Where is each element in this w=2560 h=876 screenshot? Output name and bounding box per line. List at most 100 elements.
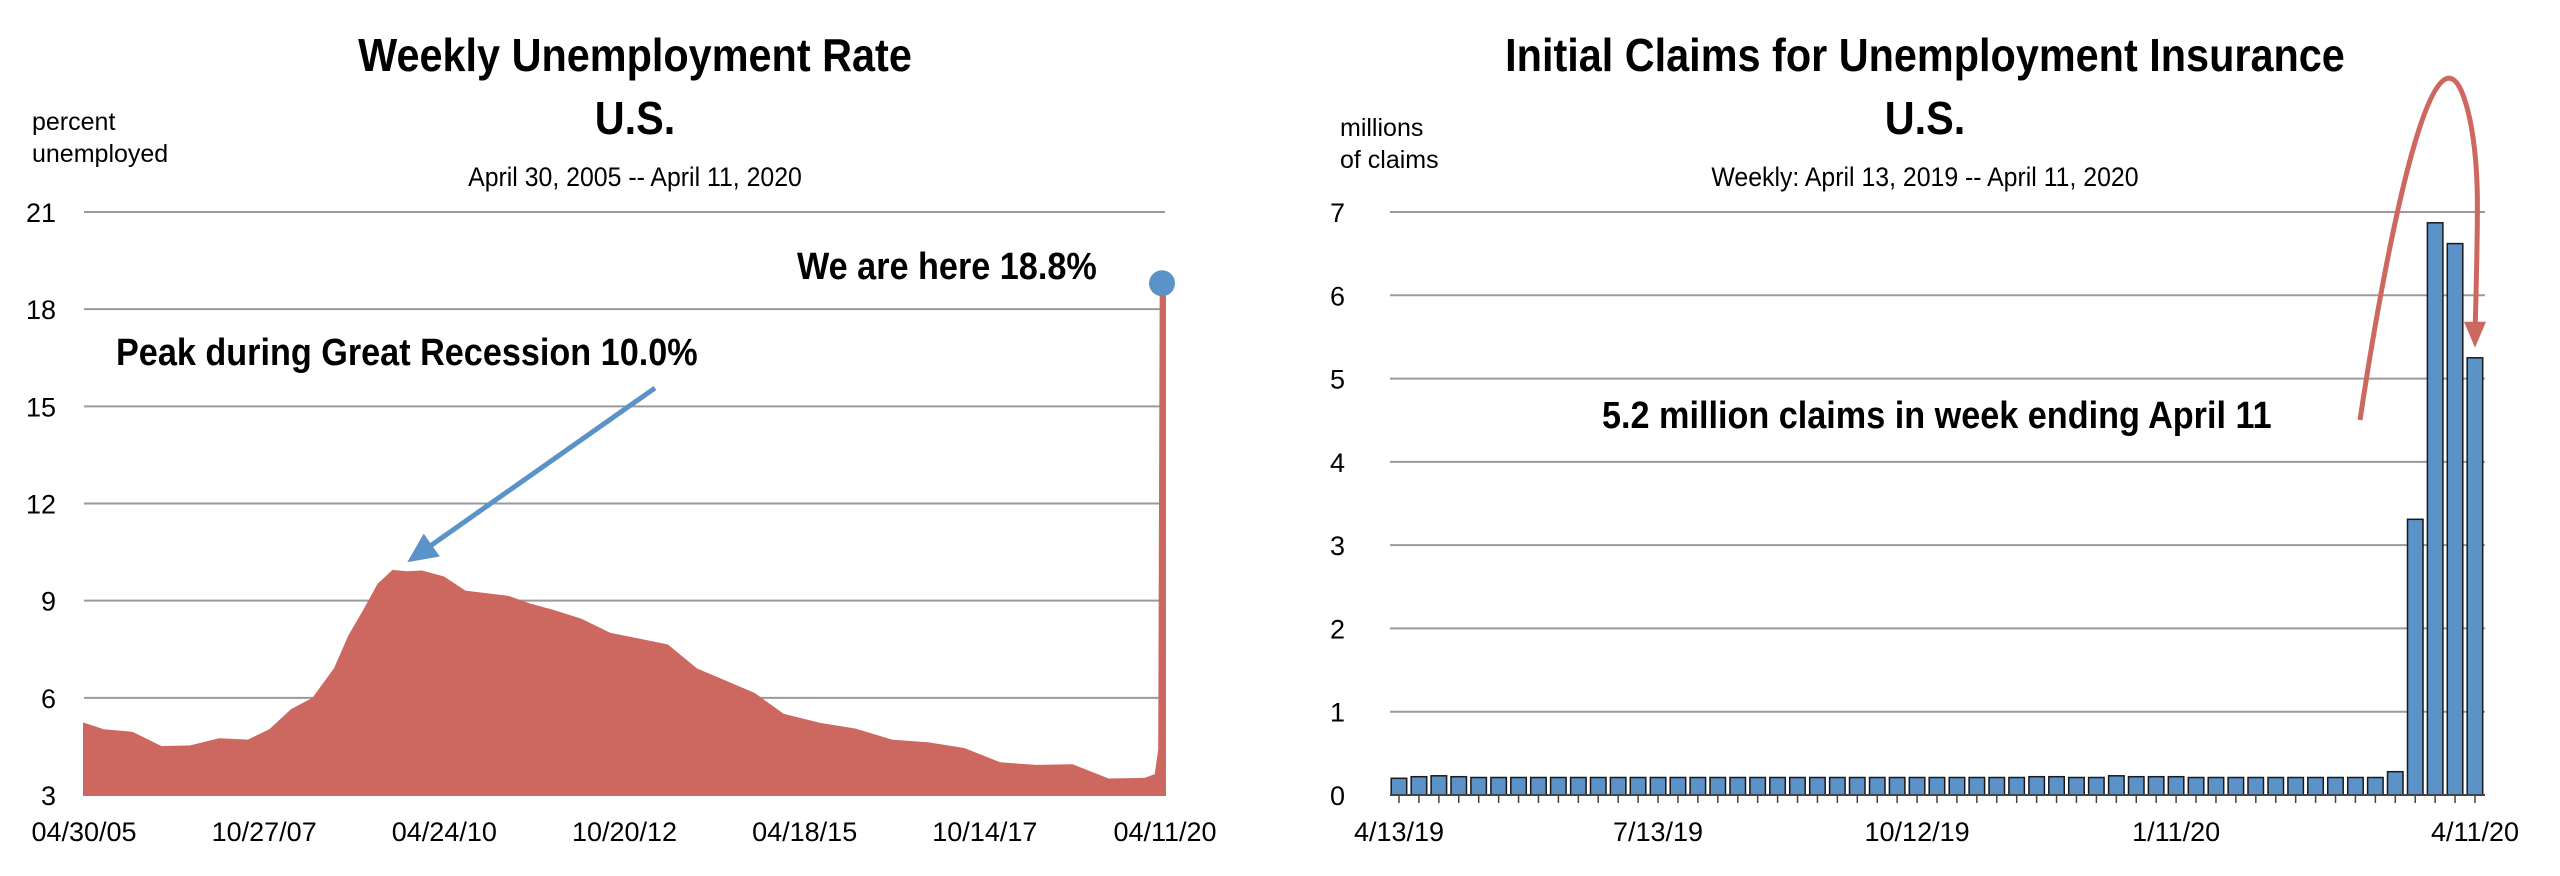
x-tick-label: 04/18/15 (752, 817, 857, 847)
claims-bar (1470, 776, 1488, 796)
claims-bar (2227, 776, 2245, 796)
initial-claims-panel: Initial Claims for Unemployment Insuranc… (1290, 0, 2560, 876)
claims-bar (1669, 776, 1687, 796)
claims-bar (1529, 776, 1547, 796)
claims-bar (1729, 776, 1747, 796)
y-tick-label: 5 (1330, 365, 1345, 395)
unemployment-area (83, 282, 1166, 796)
x-tick-label: 10/20/12 (572, 817, 677, 847)
claims-bar (2287, 776, 2305, 796)
chart-subtitle: Weekly: April 13, 2019 -- April 11, 2020 (1711, 162, 2139, 192)
claims-bar (1788, 776, 1806, 796)
y-tick-label: 3 (41, 781, 56, 811)
claims-bar (1709, 776, 1727, 796)
y-tick-label: 6 (1330, 281, 1345, 311)
claims-bar (1450, 775, 1468, 796)
claims-bar (2008, 776, 2026, 796)
unemployment-rate-panel: Weekly Unemployment Rate U.S. April 30, … (0, 0, 1270, 876)
claims-bar (2048, 775, 2066, 796)
claims-bar (2466, 357, 2484, 796)
claims-bar (1828, 776, 1846, 796)
y-tick-label: 4 (1330, 448, 1345, 478)
y-axis-label: percent unemployed (32, 106, 168, 170)
y-axis-label-line1: percent (32, 108, 116, 136)
y-tick-label: 1 (1330, 698, 1345, 728)
x-tick-label: 10/14/17 (932, 817, 1037, 847)
claims-bar (2107, 775, 2125, 796)
claims-bar (2147, 775, 2165, 796)
y-axis-label: millions of claims (1340, 112, 1439, 176)
y-tick-label: 2 (1330, 614, 1345, 644)
we-are-here-annotation: We are here 18.8% (797, 246, 1097, 288)
x-tick-label: 7/13/19 (1613, 817, 1703, 847)
claims-bar (2267, 776, 2285, 796)
x-tick-label: 4/11/20 (2431, 817, 2519, 847)
claims-bar (2386, 770, 2404, 796)
claims-bar (2366, 776, 2384, 796)
y-tick-label: 0 (1330, 781, 1345, 811)
claims-bar (1749, 776, 1767, 796)
claims-bar (1948, 776, 1966, 796)
y-axis-label-line2: unemployed (32, 140, 169, 168)
claims-bar (2326, 776, 2344, 796)
claims-bar (1430, 775, 1448, 796)
claims-bar (1868, 776, 1886, 796)
claims-bar (2127, 775, 2145, 796)
claims-bar (1888, 776, 1906, 796)
peak-arrow-head (407, 533, 440, 563)
claims-bar (2187, 776, 2205, 796)
claims-bar (2247, 776, 2265, 796)
claims-annotation: 5.2 million claims in week ending April … (1602, 395, 2272, 437)
y-tick-label: 3 (1330, 531, 1345, 561)
claims-bar (2446, 242, 2464, 796)
claims-arrow-line (2357, 75, 2480, 421)
x-tick-label: 1/11/20 (2132, 817, 2220, 847)
x-tick-label: 04/30/05 (31, 817, 136, 847)
claims-bar (2087, 776, 2105, 796)
y-tick-label: 7 (1330, 198, 1345, 228)
claims-bar (1848, 776, 1866, 796)
y-axis-label-line1: millions (1340, 114, 1424, 142)
claims-bar (2167, 775, 2185, 796)
chart-title: Weekly Unemployment Rate (358, 29, 912, 81)
claims-bar (1569, 776, 1587, 796)
claims-bar (1390, 777, 1408, 796)
claims-bar (1928, 776, 1946, 796)
great-recession-peak-annotation: Peak during Great Recession 10.0% (116, 332, 698, 374)
claims-bar (1589, 776, 1607, 796)
y-tick-label: 15 (26, 392, 56, 422)
y-tick-label: 18 (26, 295, 56, 325)
chart-title-line2: U.S. (594, 92, 676, 144)
claims-bar (1629, 776, 1647, 796)
y-axis-label-line2: of claims (1340, 146, 1439, 174)
claims-bar (1649, 776, 1667, 796)
claims-bar (2067, 776, 2085, 796)
initial-claims-chart: 7 6 5 4 3 2 1 0 4/13/19 7/13/19 10/12/19 1/11/20 4/1… (1330, 75, 2519, 847)
claims-bar (1689, 776, 1707, 796)
claims-bar (2028, 775, 2046, 796)
x-tick-label: 4/13/19 (1354, 817, 1444, 847)
claims-bar (2406, 518, 2424, 796)
y-tick-label: 21 (26, 198, 56, 228)
y-tick-label: 9 (41, 587, 56, 617)
x-tick-label: 10/27/07 (212, 817, 317, 847)
claims-bar (1510, 776, 1528, 796)
x-tick-label: 04/24/10 (392, 817, 497, 847)
current-value-marker (1149, 270, 1175, 297)
chart-title-line2: U.S. (1884, 92, 1966, 144)
claims-bar (1490, 776, 1508, 796)
claims-bar (2346, 776, 2364, 796)
chart-title: Initial Claims for Unemployment Insuranc… (1505, 29, 2345, 81)
claims-bar (1808, 776, 1826, 796)
x-tick-label: 04/11/20 (1113, 817, 1216, 847)
claims-bar (2307, 776, 2325, 796)
x-tick-label: 10/12/19 (1865, 817, 1970, 847)
claims-bar (2207, 776, 2225, 796)
claims-bar (1549, 776, 1567, 796)
y-tick-label: 12 (26, 490, 56, 520)
claims-bar (1988, 776, 2006, 796)
claims-bar (1968, 776, 1986, 796)
chart-subtitle: April 30, 2005 -- April 11, 2020 (468, 162, 802, 192)
claims-bar (1769, 776, 1787, 796)
claims-bar (1609, 776, 1627, 796)
